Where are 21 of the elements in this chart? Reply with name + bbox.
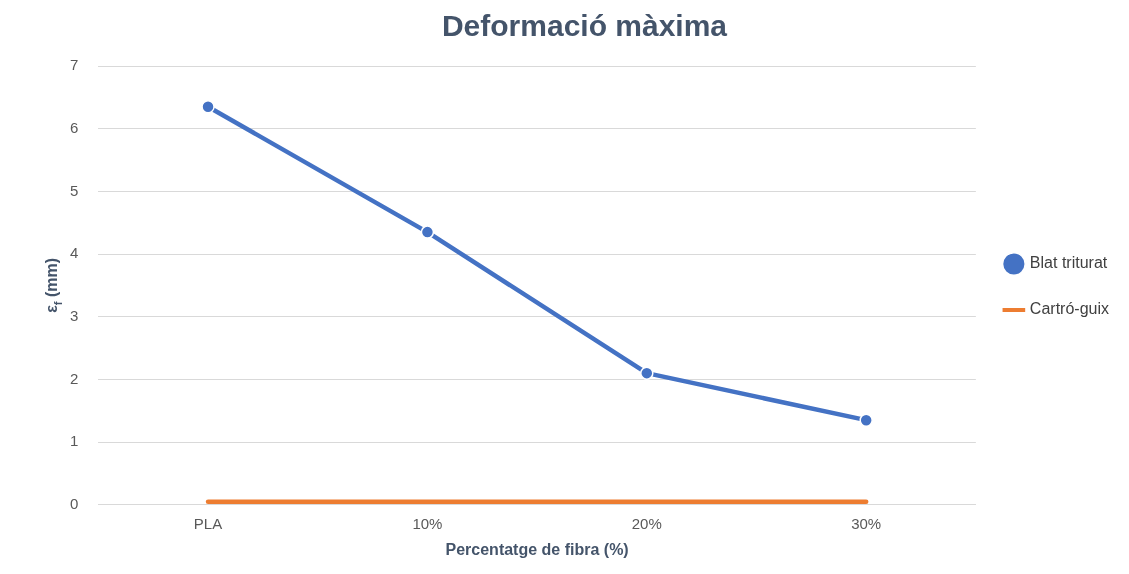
point	[640, 366, 654, 380]
legend-label: Blat triturat	[1029, 254, 1108, 272]
y-axis-title: εf (mm)	[43, 257, 64, 313]
y-tick-label: 6	[70, 118, 79, 136]
point	[201, 100, 215, 114]
x-axis-title: Percentatge de fibra (%)	[445, 540, 629, 558]
y-tick-label: 7	[70, 56, 79, 74]
point	[420, 225, 435, 239]
y-tick-label: 0	[70, 494, 79, 512]
point	[859, 413, 873, 427]
x-tick-label: PLA	[193, 514, 223, 532]
y-tick-label: 5	[70, 181, 79, 199]
x-tick-label: 20%	[631, 514, 662, 532]
legend-label: Cartró-guix	[1029, 300, 1110, 318]
y-tick-label: 2	[70, 369, 79, 387]
y-tick-label: 1	[70, 432, 79, 450]
chart-title: Deformació màxima	[441, 9, 728, 43]
x-tick-label: 10%	[412, 514, 443, 532]
x-tick-label: 30%	[851, 514, 882, 532]
y-tick-label: 3	[70, 306, 79, 324]
y-tick-label: 4	[70, 244, 79, 262]
